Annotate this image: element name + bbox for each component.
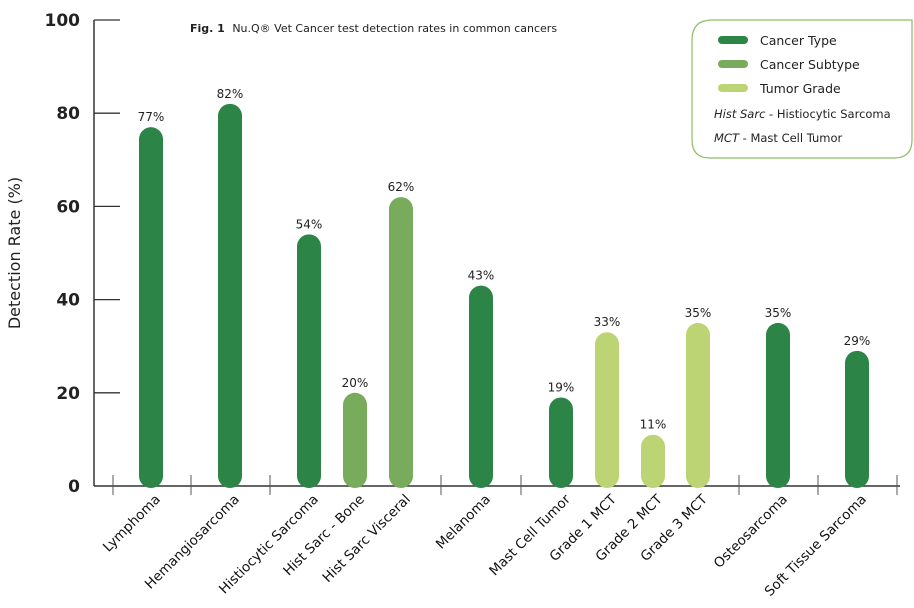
bars	[139, 103, 869, 489]
data-label: 29%	[844, 334, 871, 348]
bar	[595, 332, 619, 488]
y-tick-label: 100	[45, 11, 81, 31]
legend-note-text: - Histiocytic Sarcoma	[765, 107, 890, 121]
category-label: Hist Sarc Visceral	[320, 492, 414, 586]
legend-note: Hist Sarc - Histiocytic Sarcoma	[714, 107, 891, 121]
data-label: 19%	[548, 380, 575, 394]
bar	[766, 322, 790, 488]
legend-note-abbr: MCT	[714, 131, 740, 145]
bar	[297, 234, 321, 488]
y-tick-label: 0	[68, 477, 80, 497]
data-label: 33%	[594, 315, 621, 329]
chart-title-text: Nu.Q® Vet Cancer test detection rates in…	[232, 22, 557, 35]
data-label: 20%	[342, 376, 369, 390]
chart-title-prefix: Fig. 1	[190, 22, 225, 35]
bar	[549, 397, 573, 488]
bar	[139, 127, 163, 489]
legend-note-abbr: Hist Sarc	[714, 107, 766, 121]
category-label: Lymphoma	[100, 492, 164, 556]
legend-box	[691, 19, 913, 159]
bar	[389, 197, 413, 488]
data-label: 77%	[138, 110, 165, 124]
legend-note: MCT - Mast Cell Tumor	[714, 131, 843, 145]
data-label: 11%	[640, 418, 667, 432]
y-axis-label: Detection Rate (%)	[5, 177, 24, 329]
data-label: 43%	[468, 269, 495, 283]
data-label: 54%	[296, 217, 323, 231]
category-label: Mast Cell Tumor	[486, 491, 574, 579]
legend-note-text: - Mast Cell Tumor	[739, 131, 843, 145]
legend-label: Cancer Type	[760, 33, 837, 48]
legend-notes: Hist Sarc - Histiocytic Sarcoma MCT - Mas…	[714, 107, 891, 145]
y-ticks: 0 20 40 60 80 100	[45, 11, 120, 497]
data-label: 82%	[217, 87, 244, 101]
bar	[845, 350, 869, 488]
chart-title: Fig. 1 Nu.Q® Vet Cancer test detection r…	[190, 22, 557, 35]
y-tick-label: 40	[56, 291, 80, 311]
legend-label: Tumor Grade	[759, 81, 841, 96]
legend-items: Cancer Type Cancer Subtype Tumor Grade	[718, 33, 860, 96]
bar	[343, 392, 367, 488]
data-label: 35%	[765, 306, 792, 320]
category-label: Hist Sarc - Bone	[280, 492, 368, 580]
x-ticks	[112, 475, 898, 495]
y-tick-label: 20	[56, 384, 80, 404]
bar	[641, 434, 665, 488]
bar	[469, 285, 493, 488]
legend: Cancer Type Cancer Subtype Tumor Grade His…	[691, 19, 913, 159]
data-label: 62%	[388, 180, 415, 194]
legend-label: Cancer Subtype	[760, 57, 860, 72]
bar	[218, 103, 242, 488]
category-label: Osteosarcoma	[711, 492, 791, 572]
y-tick-label: 80	[56, 104, 80, 124]
data-label: 35%	[685, 306, 712, 320]
category-label: Melanoma	[433, 492, 494, 553]
bar	[686, 322, 710, 488]
y-tick-label: 60	[56, 197, 80, 217]
data-labels: 77% 82% 54% 20% 62% 43% 19% 33% 11% 35% 35% 29%	[138, 87, 871, 432]
